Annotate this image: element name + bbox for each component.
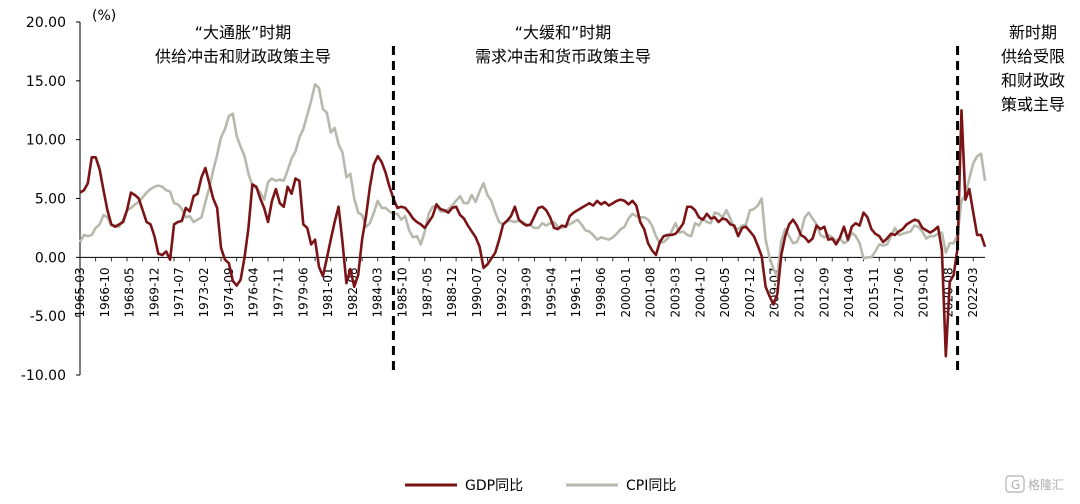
period-annotation-line: 新时期 (1009, 23, 1057, 42)
watermark-logo-icon (1005, 475, 1025, 493)
x-tick-label: 2012-09 (817, 267, 831, 317)
period-annotation-line: “大缓和”时期 (515, 23, 612, 42)
x-tick-label: 1965-03 (73, 267, 87, 317)
x-tick-label: 1976-04 (247, 267, 261, 317)
watermark: G 格隆汇 (1005, 475, 1064, 493)
x-tick-label: 2017-06 (892, 267, 906, 317)
x-tick-label: 1990-07 (470, 267, 484, 317)
x-tick-label: 1979-06 (296, 267, 310, 317)
x-tick-label: 2000-01 (619, 267, 633, 317)
x-tick-label: 1988-12 (445, 267, 459, 317)
x-tick-label: 1995-04 (544, 267, 558, 317)
series-line-cpi (78, 83, 987, 278)
legend: GDP同比 CPI同比 (405, 478, 676, 494)
y-axis-unit: (%) (92, 8, 116, 24)
y-tick-label: 15.00 (26, 74, 66, 90)
x-tick-label: 1977-11 (271, 267, 285, 317)
y-tick-label: -5.00 (30, 309, 66, 325)
y-tick-label: 10.00 (26, 133, 66, 149)
axes-layer: 20.00 15.00 10.00 5.00 0.00 -5.00 -10.00 (%) 196… (21, 8, 985, 384)
x-tick-label: 2022-03 (966, 267, 980, 317)
x-tick-label: 2007-12 (743, 267, 757, 317)
period-annotation-line: 供给冲击和财政政策主导 (155, 47, 331, 66)
x-tick-label: 1984-03 (371, 267, 385, 317)
x-tick-label: 1968-05 (123, 267, 137, 317)
x-tick-label: 1987-05 (420, 267, 434, 317)
x-tick-label: 2004-10 (693, 267, 707, 317)
period-annotation-line: 策或主导 (1001, 95, 1065, 114)
period-annotation-line: 和财政政 (1001, 71, 1065, 90)
period-annotation-line: 供给受限 (1001, 47, 1065, 66)
x-tick-label: 2003-03 (668, 267, 682, 317)
x-tick-label: 1966-10 (98, 267, 112, 317)
x-tick-label: 2011-02 (793, 267, 807, 317)
x-tick-label: 1992-02 (495, 267, 509, 317)
x-tick-label: 2014-04 (842, 267, 856, 317)
x-tick-label: 1993-09 (520, 267, 534, 317)
x-tick-label: 2006-05 (718, 267, 732, 317)
x-tick-label: 1973-02 (197, 267, 211, 317)
x-tick-label: 1998-06 (594, 267, 608, 317)
y-tick-label: -10.00 (21, 368, 66, 384)
series-layer (78, 83, 987, 358)
x-tick-label: 2001-08 (644, 267, 658, 317)
watermark-text: 格隆汇 (1028, 477, 1064, 492)
period-annotation-line: 需求冲击和货币政策主导 (475, 47, 651, 66)
x-tick-label: 1969-12 (147, 267, 161, 317)
watermark-logo-glyph-icon: G (1011, 478, 1020, 492)
y-tick-label: 20.00 (26, 15, 66, 31)
period-annotation-line: “大通胀”时期 (195, 23, 292, 42)
x-tick-label: 1974-09 (222, 267, 236, 317)
x-tick-label: 1996-11 (569, 267, 583, 317)
x-tick-label: 1971-07 (172, 267, 186, 317)
x-tick-label: 2019-01 (917, 267, 931, 317)
y-tick-label: 0.00 (35, 250, 66, 266)
x-tick-label: 1985-10 (396, 267, 410, 317)
x-tick-label: 2015-11 (867, 267, 881, 317)
legend-label: CPI同比 (626, 478, 676, 494)
legend-label: GDP同比 (465, 478, 523, 494)
series-line-gdp (79, 108, 987, 358)
x-tick-label: 1981-01 (321, 267, 335, 317)
y-tick-label: 5.00 (35, 192, 66, 208)
